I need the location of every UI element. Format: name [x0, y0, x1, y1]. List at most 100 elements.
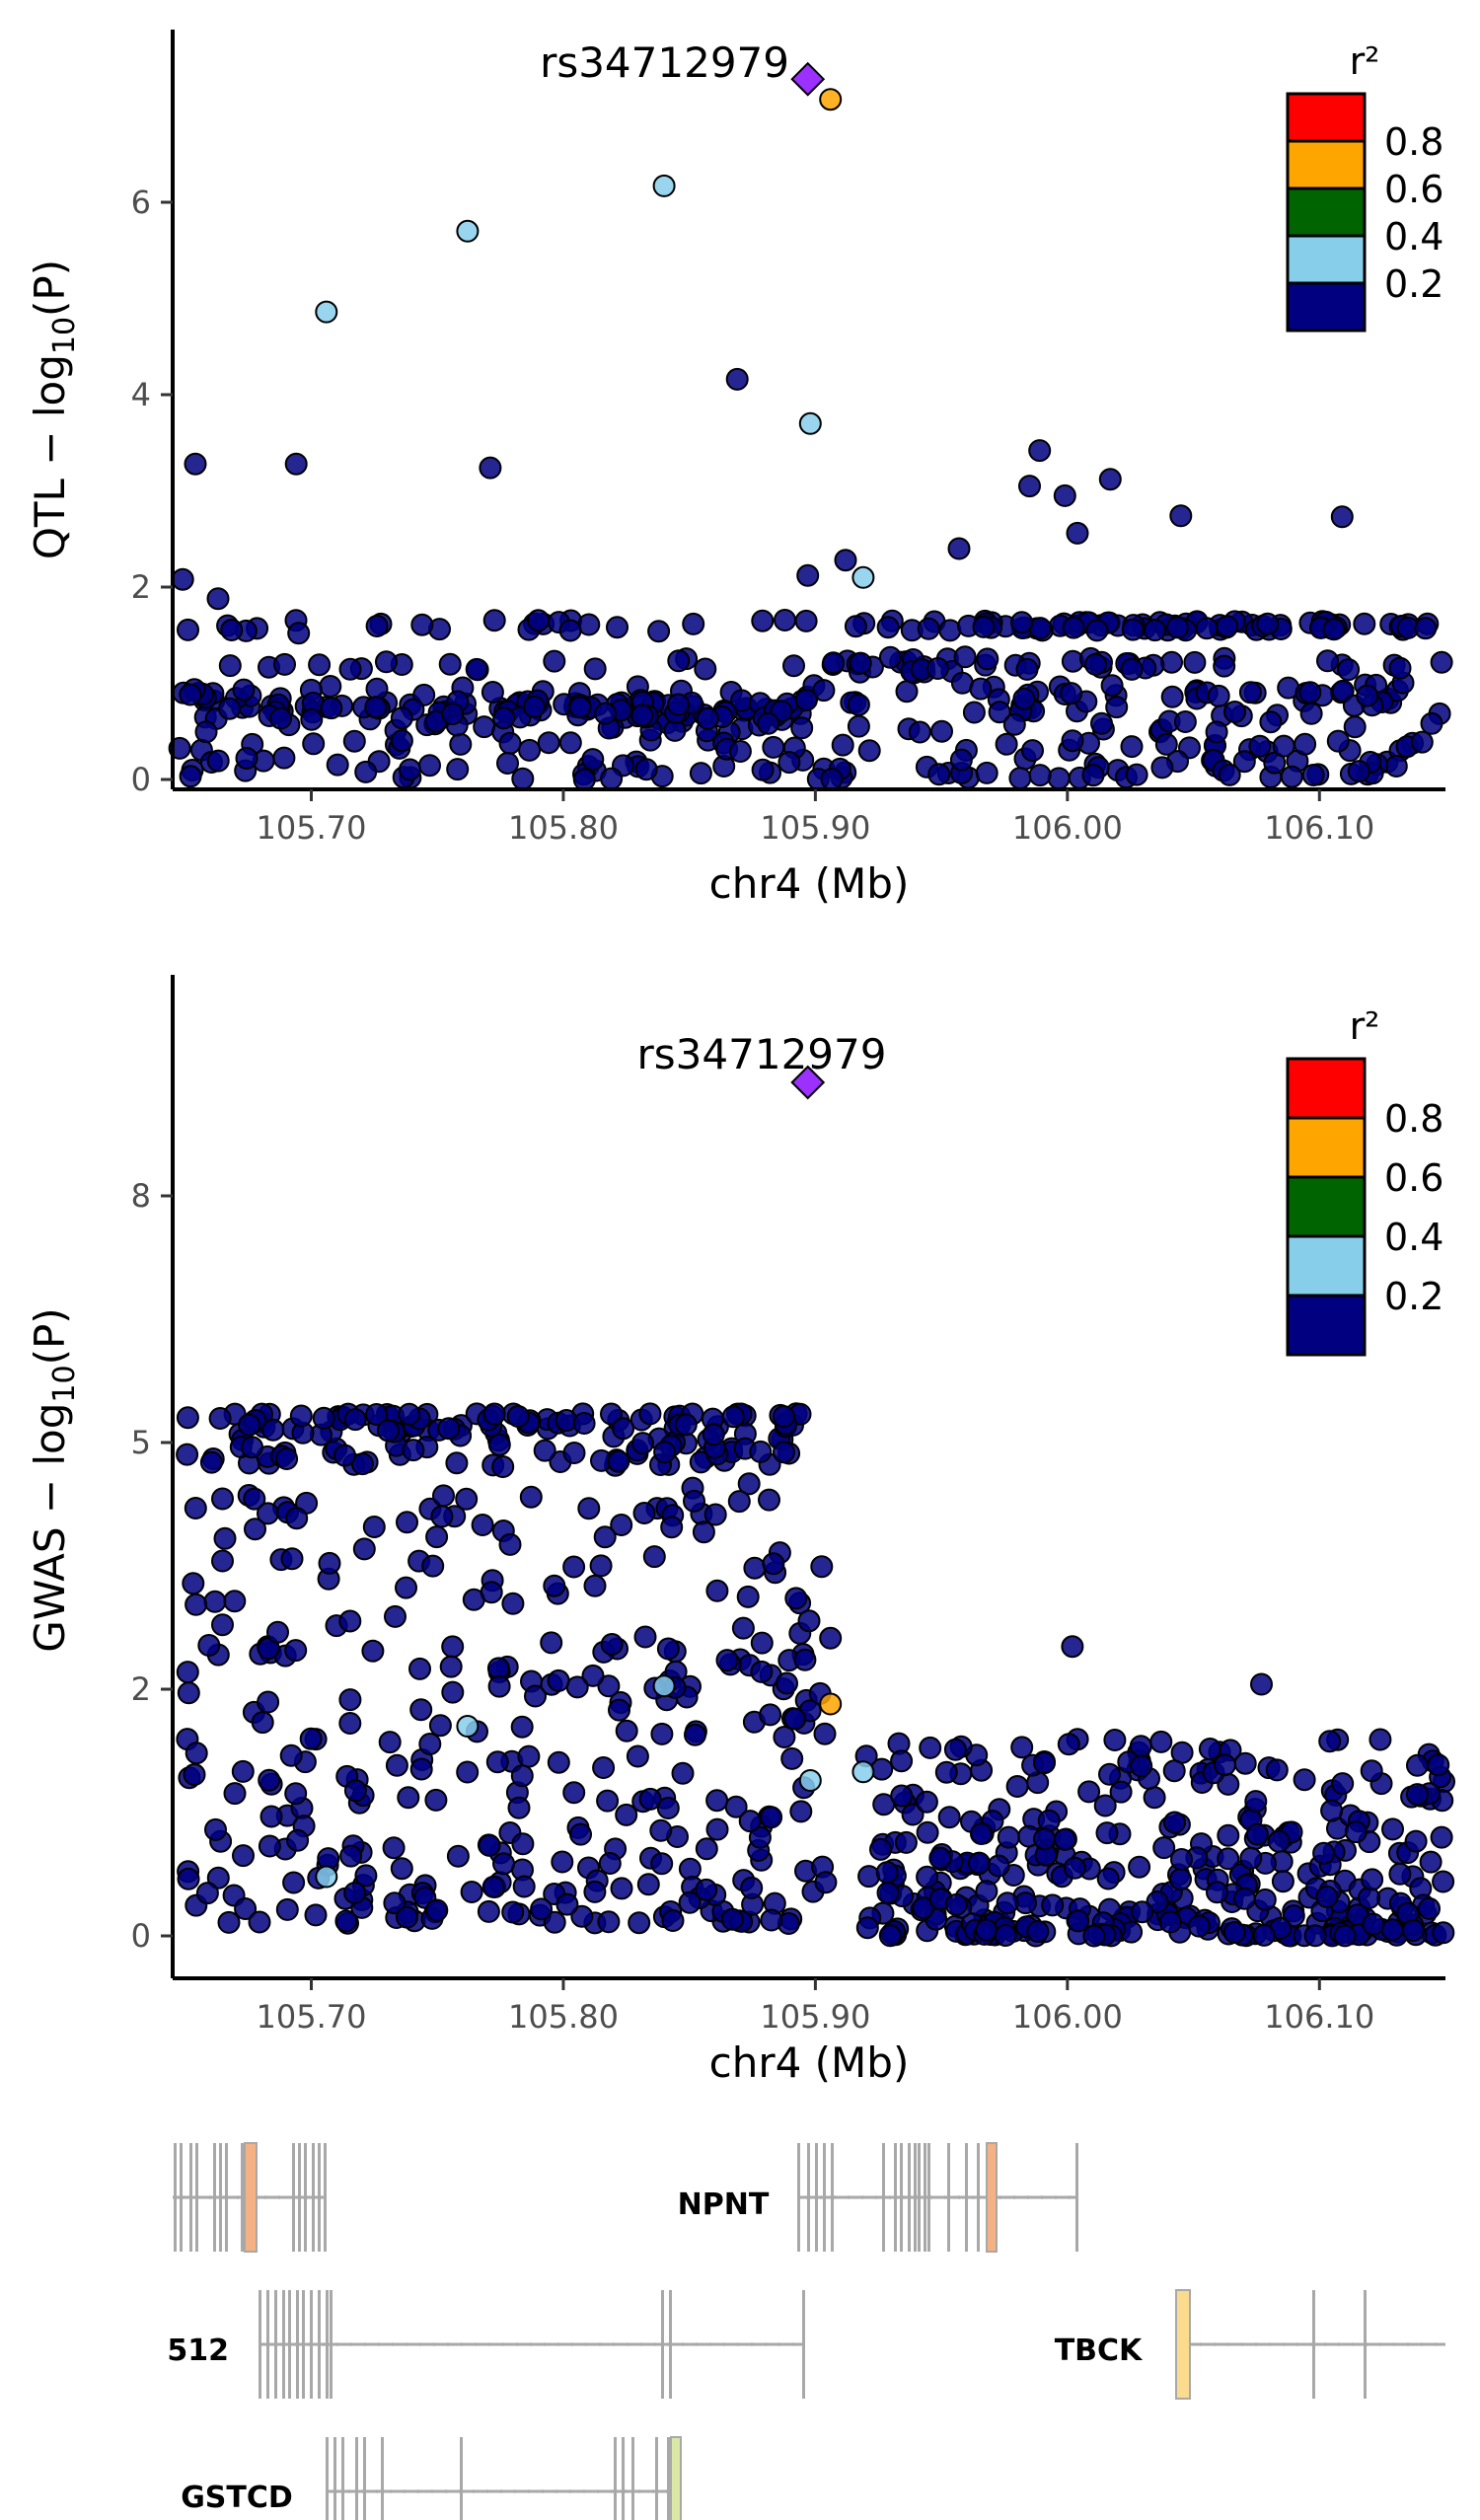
qtl-snp-point [581, 748, 605, 772]
gwas-snp-point [1128, 1855, 1151, 1879]
gwas-snp-point [1026, 1920, 1050, 1943]
x-tick-label: 105.90 [760, 1998, 870, 2036]
qtl-snp-point [1121, 618, 1145, 641]
gwas-snp-point [633, 1625, 657, 1649]
gwas-snp-point [565, 1675, 589, 1699]
gwas-snp-point [424, 1788, 448, 1812]
gwas-snp-point [628, 1911, 651, 1935]
gwas-snp-point [743, 1556, 767, 1580]
gwas-snp-point [653, 1441, 677, 1464]
gwas-snp-point [759, 1703, 782, 1727]
gwas-snp-point [1163, 1811, 1186, 1834]
gwas-snp-point [1244, 1790, 1268, 1814]
qtl-snp-point [1173, 710, 1197, 733]
qtl-snp-point [522, 695, 546, 718]
qtl-snp-point [600, 767, 624, 790]
gwas-snp-point [395, 1576, 417, 1599]
gwas-snp-point [533, 1439, 556, 1462]
gwas-snp-point [354, 1864, 378, 1888]
qtl-snp-point [689, 762, 712, 785]
gwas-snp-point [211, 1549, 234, 1573]
gwas-snp-point [501, 1900, 525, 1924]
qtl-snp-point [876, 616, 900, 639]
gwas-snp-point [1430, 1825, 1453, 1849]
legend-label: 0.6 [1384, 1156, 1443, 1200]
gwas-ylabel: GWAS − log10(P) [26, 1307, 82, 1652]
qtl-snp-point [1169, 504, 1193, 528]
gwas-snp-point [501, 1592, 525, 1615]
gwas-snp-point [409, 1698, 433, 1722]
gwas-snp-point [343, 1882, 367, 1904]
gwas-snp-point [211, 1613, 234, 1637]
gwas-snp-point [1169, 1868, 1192, 1891]
gwas-snp-point [547, 1668, 570, 1692]
gwas-snp-point [266, 1620, 289, 1644]
gwas-snp-point [705, 1789, 729, 1813]
gwas-snp-point [1239, 1846, 1263, 1870]
gwas-snp-point [615, 1719, 638, 1742]
gwas-snp-point [650, 1722, 674, 1745]
gwas-snp-point [919, 1736, 942, 1759]
gwas-snp-point [491, 1455, 515, 1478]
gwas-snp-point [583, 1880, 607, 1903]
qtl-snp-point [895, 680, 919, 704]
gwas-snp-point [731, 1616, 755, 1640]
qtl-snp-point [857, 739, 881, 763]
gwas-snp-point [176, 1661, 199, 1684]
legend-swatch [1286, 234, 1367, 285]
qtl-snp-point [938, 619, 962, 642]
qtl-snp-point [287, 622, 311, 645]
gwas-snp-point [1005, 1775, 1029, 1798]
gwas-snp-point [789, 1800, 813, 1823]
y-tick-label: 2 [131, 1670, 151, 1708]
gwas-snp-point [1222, 1921, 1246, 1944]
qtl-snp-point [666, 693, 690, 716]
gwas-points [176, 1065, 1455, 1948]
gwas-snp-point [819, 1692, 843, 1716]
gwas-snp-point [915, 1790, 938, 1814]
legend-swatch [1286, 186, 1367, 238]
gwas-snp-point [597, 1674, 621, 1698]
gwas-snp-point [481, 1875, 505, 1898]
gwas-snp-point [857, 1865, 881, 1889]
gwas-snp-point [1419, 1850, 1443, 1874]
qtl-snp-point [1002, 712, 1026, 736]
qtl-snp-point [496, 752, 519, 775]
gwas-snp-point [1401, 1919, 1425, 1942]
legend-gwas: r² 0.8 0.6 0.4 0.2 [1286, 1004, 1443, 1357]
gwas-snp-point [506, 1405, 530, 1428]
gwas-snp-point [760, 1908, 783, 1932]
qtl-snp-point [441, 703, 465, 725]
qtl-snp-point [308, 653, 332, 677]
gwas-snp-point [695, 1837, 718, 1861]
qtl-snp-point [171, 567, 194, 591]
gwas-snp-point [1152, 1836, 1176, 1860]
gwas-snp-point [487, 1674, 511, 1698]
gwas-snp-point [183, 1763, 206, 1786]
gwas-snp-point [185, 1742, 208, 1765]
gwas-snp-point [430, 1505, 454, 1528]
gwas-snp-point [1130, 1754, 1153, 1778]
qtl-snp-point [1347, 760, 1370, 783]
qtl-snp-point [302, 732, 326, 756]
gwas-snp-point [540, 1631, 563, 1655]
qtl-snp-point [479, 456, 502, 480]
gwas-snp-point [1037, 1809, 1061, 1832]
gwas-snp-point [878, 1924, 902, 1948]
gwas-snp-point [408, 1657, 431, 1680]
gwas-snp-point [232, 1844, 255, 1868]
gwas-snp-point [784, 1587, 808, 1610]
gwas-snp-point [339, 1844, 363, 1868]
qtl-snp-point [235, 747, 259, 770]
qtl-snp-point [834, 549, 857, 572]
y-tick-label: 8 [131, 1177, 151, 1215]
qtl-snp-point [694, 657, 717, 681]
gwas-snp-point [425, 1898, 449, 1922]
qtl-snp-point [1205, 720, 1228, 744]
qtl-snp-point [975, 761, 999, 784]
gene-shapes [173, 2142, 1445, 2520]
gwas-snp-point [661, 1909, 685, 1932]
qtl-xlabel: chr4 (Mb) [709, 859, 910, 908]
gwas-snp-point [211, 1487, 234, 1511]
gwas-snp-point [1406, 1783, 1429, 1807]
